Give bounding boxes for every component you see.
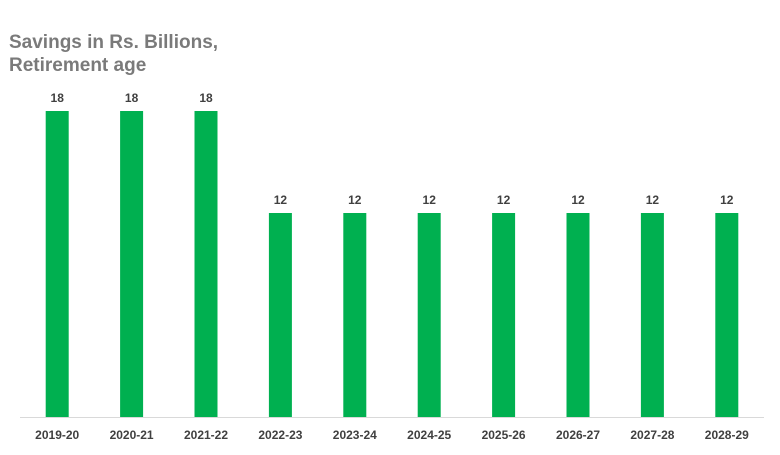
bar-2028-29 (715, 213, 739, 417)
x-tick-labels-group: 2019-20 2020-21 2021-22 2022-23 2023-24 2024-… (35, 428, 749, 442)
x-tick-label-2021-22: 2021-22 (184, 428, 228, 442)
bar-2022-23 (268, 213, 292, 417)
bar-2019-20 (45, 111, 69, 417)
x-tick-label-2019-20: 2019-20 (35, 428, 79, 442)
data-label-2021-22: 18 (199, 91, 213, 105)
data-label-2023-24: 12 (348, 193, 362, 207)
bar-2020-21 (120, 111, 144, 417)
x-tick-label-2026-27: 2026-27 (556, 428, 600, 442)
x-tick-label-2027-28: 2027-28 (630, 428, 674, 442)
bar-2023-24 (343, 213, 367, 417)
data-label-2020-21: 18 (125, 91, 139, 105)
x-tick-label-2022-23: 2022-23 (258, 428, 302, 442)
x-tick-label-2020-21: 2020-21 (110, 428, 154, 442)
bar-2026-27 (566, 213, 590, 417)
x-tick-label-2025-26: 2025-26 (482, 428, 526, 442)
x-tick-label-2028-29: 2028-29 (705, 428, 749, 442)
chart-title-line-1: Savings in Rs. Billions, (9, 32, 219, 53)
bar-2024-25 (417, 213, 441, 417)
bar-2027-28 (640, 213, 664, 417)
value-labels-group: 18 18 18 12 12 12 12 12 12 12 (51, 91, 734, 207)
x-tick-label-2023-24: 2023-24 (333, 428, 377, 442)
data-label-2025-26: 12 (497, 193, 511, 207)
data-label-2019-20: 18 (51, 91, 65, 105)
bar-2021-22 (194, 111, 218, 417)
chart-title: Savings in Rs. Billions, Retirement age (9, 31, 409, 77)
data-label-2022-23: 12 (274, 193, 288, 207)
chart-title-line-2: Retirement age (9, 55, 147, 76)
data-label-2024-25: 12 (423, 193, 437, 207)
data-label-2027-28: 12 (646, 193, 660, 207)
data-label-2028-29: 12 (720, 193, 734, 207)
bars-group (45, 111, 739, 417)
bar-2025-26 (492, 213, 516, 417)
x-tick-label-2024-25: 2024-25 (407, 428, 451, 442)
data-label-2026-27: 12 (571, 193, 585, 207)
